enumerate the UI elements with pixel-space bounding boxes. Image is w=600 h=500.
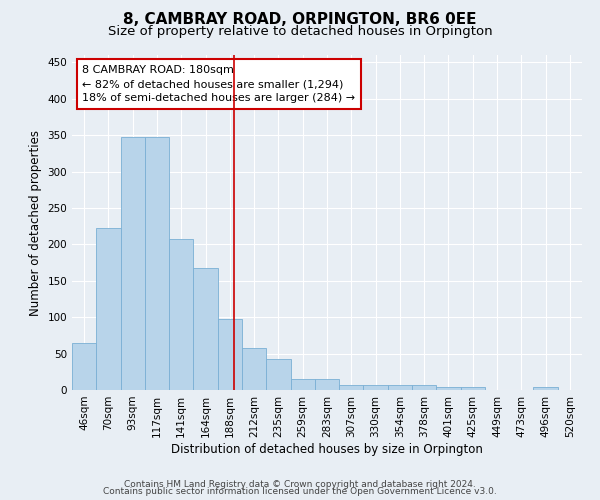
- Bar: [388, 385, 412, 390]
- Text: 8, CAMBRAY ROAD, ORPINGTON, BR6 0EE: 8, CAMBRAY ROAD, ORPINGTON, BR6 0EE: [123, 12, 477, 28]
- Bar: [339, 385, 364, 390]
- Bar: [461, 387, 485, 390]
- Text: Contains public sector information licensed under the Open Government Licence v3: Contains public sector information licen…: [103, 488, 497, 496]
- Bar: [266, 360, 290, 390]
- Text: 8 CAMBRAY ROAD: 180sqm
← 82% of detached houses are smaller (1,294)
18% of semi-: 8 CAMBRAY ROAD: 180sqm ← 82% of detached…: [82, 65, 355, 103]
- Bar: [72, 342, 96, 390]
- Bar: [145, 136, 169, 390]
- Y-axis label: Number of detached properties: Number of detached properties: [29, 130, 42, 316]
- X-axis label: Distribution of detached houses by size in Orpington: Distribution of detached houses by size …: [171, 442, 483, 456]
- Text: Size of property relative to detached houses in Orpington: Size of property relative to detached ho…: [107, 25, 493, 38]
- Bar: [436, 387, 461, 390]
- Bar: [364, 385, 388, 390]
- Text: Contains HM Land Registry data © Crown copyright and database right 2024.: Contains HM Land Registry data © Crown c…: [124, 480, 476, 489]
- Bar: [121, 136, 145, 390]
- Bar: [533, 387, 558, 390]
- Bar: [96, 228, 121, 390]
- Bar: [169, 238, 193, 390]
- Bar: [315, 379, 339, 390]
- Bar: [218, 318, 242, 390]
- Bar: [242, 348, 266, 390]
- Bar: [193, 268, 218, 390]
- Bar: [412, 385, 436, 390]
- Bar: [290, 379, 315, 390]
